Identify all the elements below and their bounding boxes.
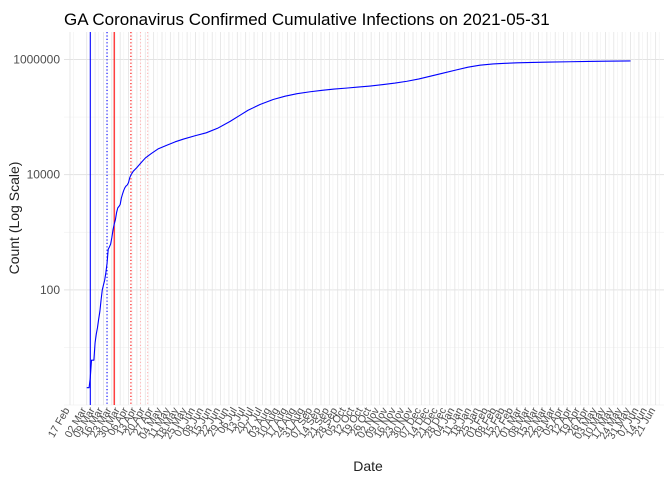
y-tick-labels: 100 10000 1000000 [13,52,60,296]
series-layer [86,60,631,389]
y-tick-label: 100 [40,283,60,297]
y-tick-label: 10000 [27,168,61,182]
y-tick-label: 1000000 [13,52,60,66]
y-axis-title: Count (Log Scale) [6,162,22,275]
x-axis-title: Date [353,458,383,474]
series-line [86,60,631,389]
reference-lines [89,32,149,405]
gridlines [64,32,664,406]
chart-title: GA Coronavirus Confirmed Cumulative Infe… [64,10,550,29]
